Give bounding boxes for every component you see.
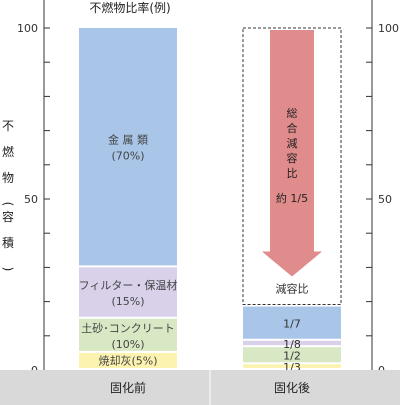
arrow-label-char: 減 [287, 136, 298, 150]
axes: 005050100100 [17, 0, 399, 377]
before-segment: 金 属 類 (70%) [79, 28, 177, 266]
original-volume-outline [242, 27, 342, 306]
before-segment-rect [79, 352, 177, 368]
before-segment-rect [79, 28, 177, 266]
after-segment: 1/7 [243, 306, 341, 339]
category-axis: 固化前 固化後 [0, 370, 400, 405]
y-tick-label-right: 100 [378, 22, 399, 35]
after-segment-rect [243, 340, 341, 346]
before-segment-label: 金 属 類 [108, 133, 148, 147]
after-segment: 1/2 [243, 347, 341, 363]
y-axis-label-char: 燃 [2, 144, 14, 159]
arrow-label-char: 比 [287, 167, 298, 180]
y-axis-label-char: 物 [2, 171, 14, 185]
category-band [0, 370, 400, 405]
after-segment-rect [243, 364, 341, 368]
after-segment-rect [243, 306, 341, 339]
y-axis-label-char: 不 [2, 119, 14, 133]
reduction-arrow [262, 30, 322, 277]
before-segment-rect [79, 318, 177, 351]
arrow-label-char: 総 [287, 106, 298, 120]
before-segment: 焼却灰(5%) [79, 352, 177, 368]
before-segment-label: 土砂･コンクリート [81, 322, 175, 335]
before-segment: 土砂･コンクリート (10%) [79, 318, 177, 351]
before-bar: 焼却灰(5%) 土砂･コンクリート (10%) フィルター・保温材 (15%) 金 属 類… [79, 28, 178, 368]
after-ratio-label: 1/8 [283, 338, 301, 351]
before-segment-rect [79, 267, 177, 317]
y-axis-label-char: ) [1, 267, 15, 272]
chart-title: 不燃物比率(例) [89, 0, 170, 15]
y-tick-label-right: 50 [378, 193, 392, 206]
y-tick-label: 50 [24, 193, 38, 206]
before-segment-label: (15%) [111, 295, 144, 308]
before-segment: フィルター・保温材 (15%) [79, 267, 178, 317]
before-segment-label: 焼却灰(5%) [98, 353, 157, 367]
y-axis-label-char: 容 [2, 209, 14, 224]
category-label: 固化前 [110, 380, 146, 395]
before-segment-label: フィルター・保温材 [79, 278, 178, 292]
arrow-label-char: 合 [287, 121, 298, 135]
before-segment-label: (70%) [111, 150, 144, 163]
y-tick-label: 100 [17, 22, 38, 35]
after-segment: 1/8 [243, 338, 341, 351]
after-ratio-label: 1/7 [283, 318, 301, 331]
y-axis-label-char: 積 [2, 235, 14, 250]
y-axis-label-char: ( [1, 202, 15, 207]
arrow-label-ratio: 約 1/5 [276, 191, 308, 205]
before-segment-label: (10%) [111, 338, 144, 351]
after-segment-rect [243, 347, 341, 363]
category-label: 固化後 [274, 381, 310, 395]
after-ratio-label: 1/2 [283, 350, 301, 363]
reduction-ratio-heading: 減容比 [276, 282, 309, 296]
arrow-label-char: 容 [287, 151, 298, 165]
y-axis-label: 不燃物 ( 容積) [1, 119, 15, 271]
